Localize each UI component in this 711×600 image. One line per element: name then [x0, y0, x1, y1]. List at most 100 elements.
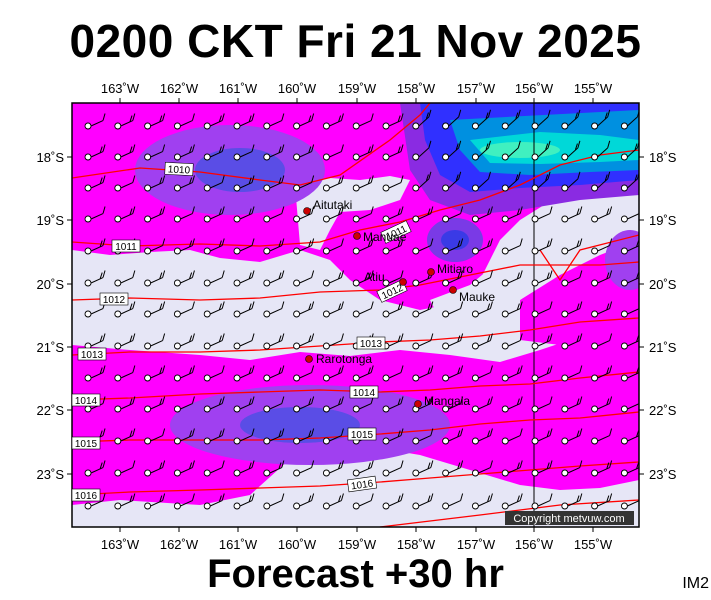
lon-label-top: 162˚W	[160, 81, 199, 96]
wind-barb	[263, 238, 285, 255]
wind-barb	[501, 140, 521, 161]
wind-barb	[471, 171, 491, 192]
wind-barb	[442, 171, 462, 192]
wind-barb	[620, 367, 639, 382]
wind-barb	[471, 460, 493, 477]
svg-text:Mitiaro: Mitiaro	[437, 262, 473, 276]
place-mitiaro: Mitiaro	[427, 262, 473, 276]
svg-text:1013: 1013	[81, 350, 104, 361]
wind-barb	[233, 175, 255, 192]
svg-text:1014: 1014	[353, 388, 376, 399]
lon-label-top: 155˚W	[574, 81, 613, 96]
wind-barb	[263, 206, 285, 223]
lon-label-top: 159˚W	[338, 81, 377, 96]
wind-barb	[382, 175, 404, 192]
isobar-label-1012-a: 1012	[99, 292, 129, 306]
wind-barb	[144, 333, 166, 350]
wind-barb	[382, 206, 404, 223]
svg-text:1015: 1015	[351, 430, 374, 441]
wind-barb	[114, 144, 136, 161]
wind-barb	[442, 365, 464, 382]
isobar-line-1014	[72, 371, 639, 401]
isobar-label-1015-a: 1015	[71, 436, 101, 450]
wind-barb	[203, 238, 225, 255]
wind-barb	[412, 270, 434, 287]
wind-barb	[352, 238, 374, 255]
wind-barb	[173, 493, 195, 510]
wind-barb	[531, 109, 551, 130]
wind-barb	[442, 238, 464, 255]
place-mangaia: Mangaia	[414, 394, 470, 408]
copyright-badge: Copyright metvuw.com	[505, 511, 634, 525]
wind-barb	[352, 493, 374, 510]
svg-text:Atiu: Atiu	[364, 270, 385, 284]
wind-barb	[84, 175, 106, 192]
wind-barb	[114, 365, 136, 382]
lat-label-left: 19˚S	[37, 213, 65, 228]
svg-text:Mauke: Mauke	[459, 290, 495, 304]
isobar-label-1011-a: 1011	[111, 239, 141, 253]
wind-barb	[322, 238, 344, 255]
wind-barb	[233, 365, 255, 382]
lat-label-left: 22˚S	[37, 403, 65, 418]
wind-barb	[501, 109, 521, 130]
wind-barb	[591, 109, 611, 130]
lat-label-right: 22˚S	[649, 403, 677, 418]
place-atiu: Atiu	[364, 270, 407, 286]
lon-label-bottom: 161˚W	[219, 537, 258, 552]
wind-barb	[84, 460, 106, 477]
wind-barb	[382, 493, 404, 510]
map-title: 0200 CKT Fri 21 Nov 2025	[69, 15, 642, 67]
wind-barb	[620, 500, 639, 510]
wind-barb	[203, 144, 225, 161]
wind-barb	[263, 301, 285, 318]
wind-barb	[293, 144, 315, 161]
svg-text:Rarotonga: Rarotonga	[316, 352, 372, 366]
wind-barb	[233, 144, 255, 161]
wind-barb	[233, 113, 255, 130]
wind-barb	[442, 270, 464, 287]
wind-barb	[442, 206, 464, 223]
wind-barb	[501, 171, 521, 192]
wind-barb	[382, 428, 404, 445]
svg-text:1015: 1015	[75, 439, 98, 450]
wind-barb	[620, 240, 639, 255]
wind-barb	[203, 206, 225, 223]
wind-barb	[471, 301, 493, 318]
wind-barb	[144, 144, 166, 161]
wind-barb	[412, 140, 432, 161]
wind-barb	[442, 493, 464, 510]
convective-cell-atiu-core	[441, 230, 469, 250]
wind-barb	[412, 428, 434, 445]
wind-barb	[412, 109, 432, 130]
wind-barb	[471, 333, 493, 350]
wind-barb	[531, 365, 553, 382]
wind-barb	[263, 270, 285, 287]
wind-barb	[412, 365, 434, 382]
isobar-label-1016-b: 1016	[346, 475, 378, 492]
svg-text:Manuae: Manuae	[363, 230, 407, 244]
wind-barb	[591, 206, 613, 223]
place-aitutaki: Aitutaki	[303, 198, 352, 215]
lat-label-left: 23˚S	[37, 467, 65, 482]
wind-barb	[620, 109, 639, 130]
wind-barb	[84, 144, 106, 161]
svg-text:1016: 1016	[75, 491, 98, 502]
isobar-line-1010	[72, 103, 431, 186]
isobar-label-1013-a: 1013	[77, 347, 107, 361]
wind-barb	[382, 144, 404, 161]
wind-barb	[144, 301, 166, 318]
lon-label-bottom: 157˚W	[457, 537, 496, 552]
wind-barb	[561, 171, 581, 192]
place-rarotonga: Rarotonga	[305, 352, 372, 366]
wind-barb	[531, 396, 553, 413]
svg-text:1013: 1013	[360, 339, 383, 350]
wind-barb	[561, 428, 583, 445]
wind-barb	[84, 113, 106, 130]
wind-barb	[84, 365, 106, 382]
wind-barb	[173, 270, 195, 287]
wind-barb	[233, 396, 255, 413]
wind-barb	[263, 428, 285, 445]
wind-barb	[293, 301, 315, 318]
wind-barb	[501, 206, 523, 223]
